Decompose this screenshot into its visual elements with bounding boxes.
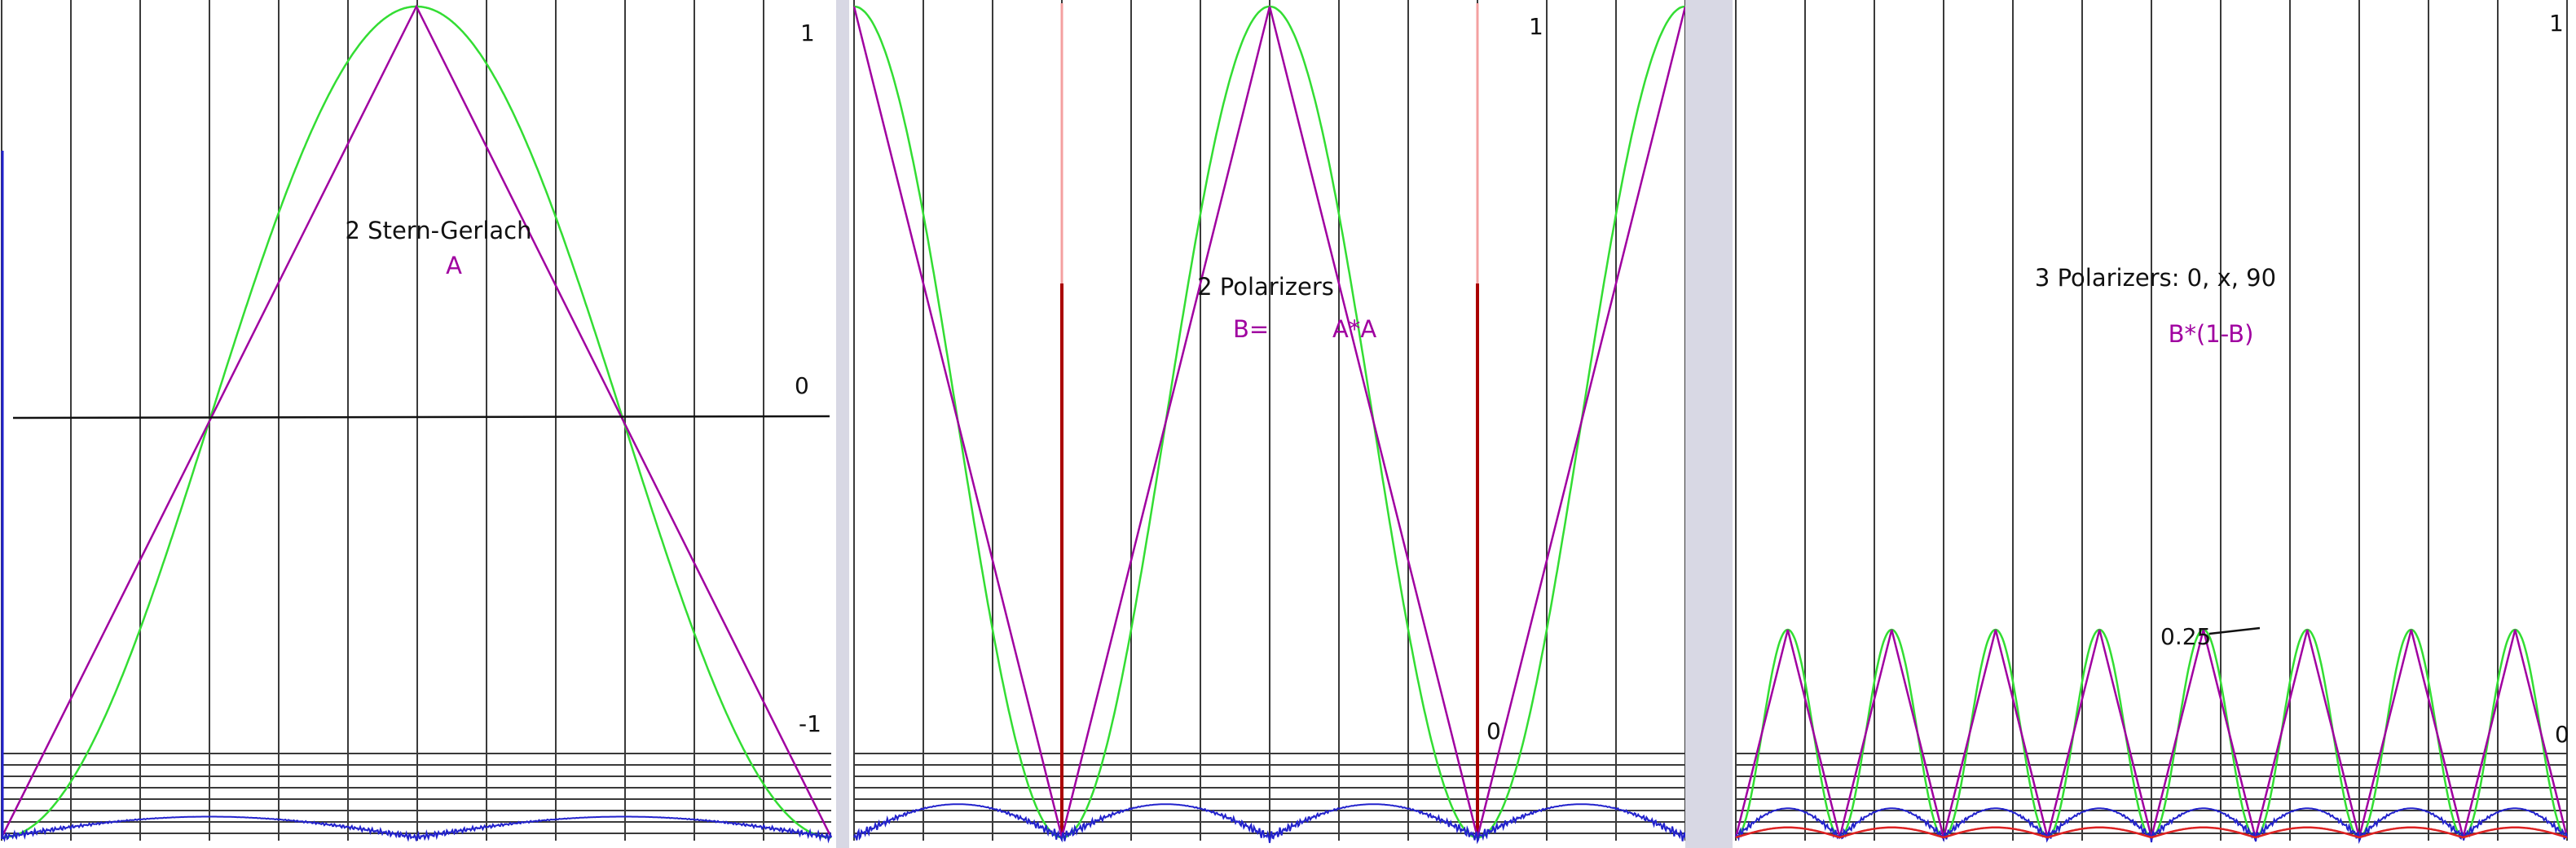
- tick-label-bottom: 0: [1486, 718, 1501, 745]
- series-three-polarizers: [1734, 628, 2569, 845]
- panel-separator: [836, 0, 849, 848]
- red-baseline-curve: [1735, 826, 2568, 839]
- tick-label-bottom: 0: [2555, 721, 2569, 748]
- chart-title: 3 Polarizers: 0, x, 90: [2035, 264, 2276, 292]
- formula-right: A*A: [1332, 315, 1376, 343]
- error-curve: [1735, 807, 2568, 845]
- grid-two-polarizers: [853, 0, 1686, 841]
- formula-label: A: [446, 252, 462, 279]
- panel-two-polarizers: 1 0 2 Polarizers B= A*A: [852, 0, 1687, 845]
- tick-label-middle: 0: [795, 372, 809, 399]
- formula-label: B*(1-B): [2169, 320, 2254, 348]
- series-line-triangle: [0, 4, 833, 838]
- tick-label-top: 1: [800, 20, 815, 46]
- panel-separator: [1685, 0, 1733, 848]
- grid-stern-gerlach: [1, 0, 831, 841]
- series-line-triangle: [852, 6, 1687, 838]
- formula-left: B=: [1233, 315, 1269, 343]
- zero-line: [12, 415, 830, 420]
- angle-markers: [1060, 3, 1479, 837]
- panel-stern-gerlach: 1 0 -1 2 Stern-Gerlach A: [0, 0, 833, 844]
- chart-title: 2 Stern-Gerlach: [346, 217, 532, 244]
- error-curve: [853, 803, 1686, 845]
- annotation-leader-line: [2208, 626, 2261, 635]
- tick-label-top: 1: [1529, 13, 1543, 40]
- tick-label-bottom: -1: [799, 710, 821, 737]
- panel-three-polarizers: 0.25 1 0 3 Polarizers: 0, x, 90 B*(1-B): [1734, 0, 2569, 845]
- grid-three-polarizers: [1735, 0, 2568, 841]
- error-curve: [1, 815, 832, 844]
- annotation-label: 0.25: [2160, 623, 2211, 650]
- tick-label-top: 1: [2549, 10, 2564, 37]
- series-stern-gerlach: [0, 4, 833, 844]
- chart-title: 2 Polarizers: [1197, 273, 1334, 301]
- series-two-polarizers: [852, 5, 1687, 845]
